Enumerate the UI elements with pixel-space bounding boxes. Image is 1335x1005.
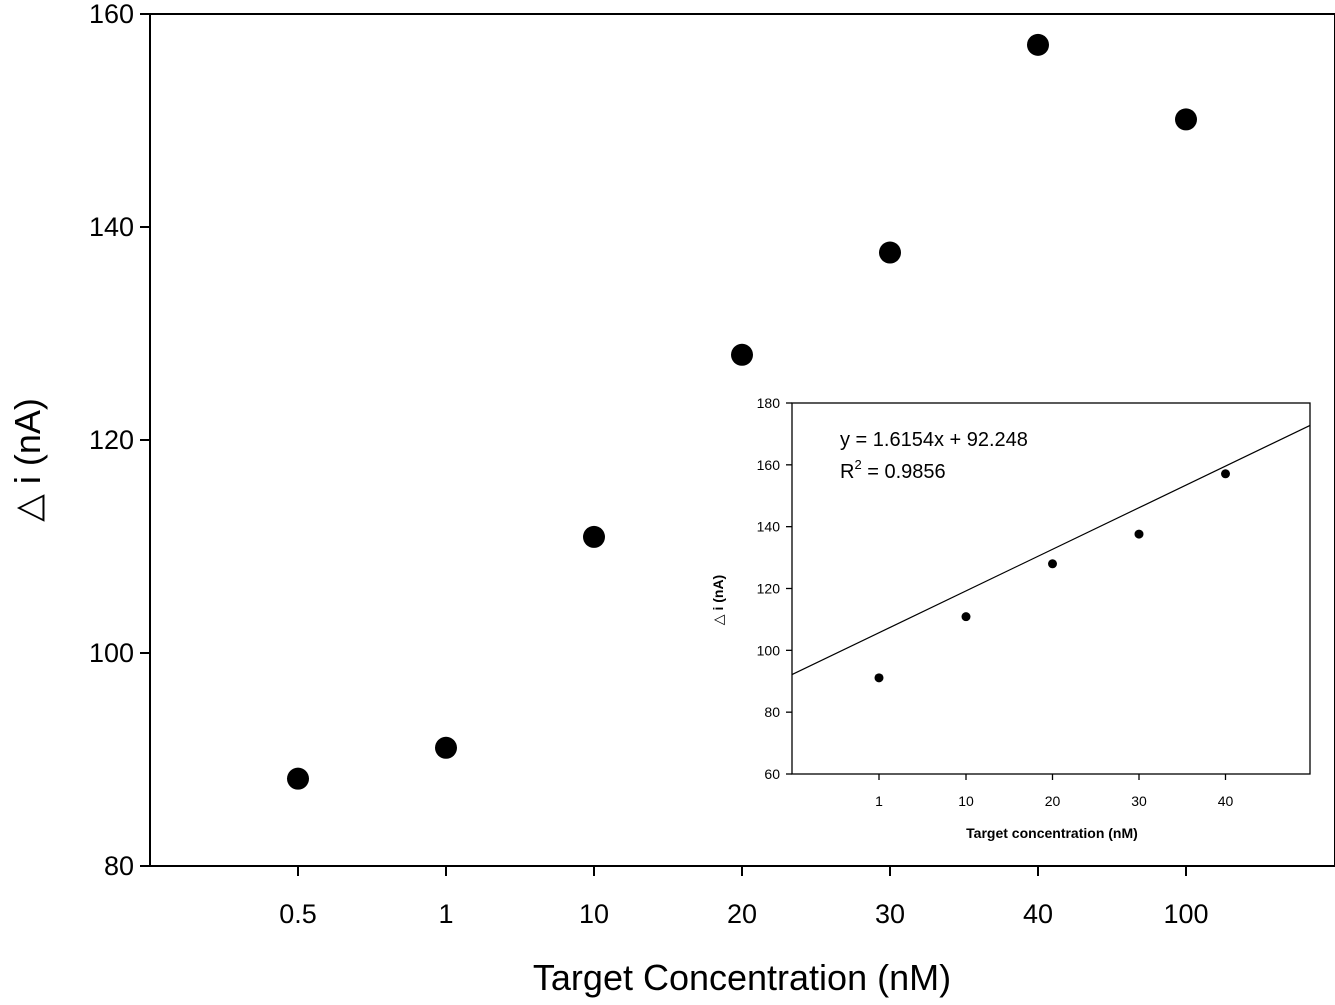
inset-x-axis-label: Target concentration (nM) xyxy=(966,825,1138,841)
inset-fit-line xyxy=(791,424,1311,676)
inset-y-tick-label: 160 xyxy=(757,457,781,473)
main-x-tick-label: 1 xyxy=(438,899,453,929)
inset-data-point xyxy=(874,673,884,683)
inset-r2-prefix: R xyxy=(840,461,854,483)
main-x-tick-label: 30 xyxy=(875,899,905,929)
main-data-point xyxy=(435,736,457,759)
main-x-axis: 0.5 1 10 20 30 40 100 xyxy=(279,866,1209,929)
inset-r2-exponent: 2 xyxy=(854,457,861,472)
main-x-tick-label: 100 xyxy=(1163,899,1208,929)
main-x-tick-label: 0.5 xyxy=(279,899,317,929)
main-data-point xyxy=(1175,108,1197,131)
inset-y-tick-label: 100 xyxy=(757,642,781,658)
main-data-point xyxy=(583,525,605,548)
main-y-tick-label: 80 xyxy=(104,851,134,881)
inset-y-tick-label: 140 xyxy=(757,519,781,535)
inset-x-tick-label: 1 xyxy=(875,793,883,809)
main-data-point xyxy=(879,241,901,264)
inset-data-point xyxy=(961,612,971,622)
inset-x-tick-label: 40 xyxy=(1218,793,1234,809)
main-data-point xyxy=(731,343,753,366)
main-x-tick-label: 40 xyxy=(1023,899,1053,929)
inset-y-tick-label: 60 xyxy=(764,766,780,782)
inset-regression-line xyxy=(791,424,1311,676)
main-y-tick-label: 140 xyxy=(89,212,134,242)
main-x-tick-label: 20 xyxy=(727,899,757,929)
inset-data-points xyxy=(874,469,1230,683)
main-y-tick-label: 100 xyxy=(89,638,134,668)
inset-y-axis: 60 80 100 120 140 160 180 xyxy=(757,395,792,782)
inset-x-axis: 1 10 20 30 40 xyxy=(875,774,1233,809)
inset-y-tick-label: 80 xyxy=(764,704,780,720)
inset-equation: y = 1.6154x + 92.248 xyxy=(840,429,1028,451)
inset-y-axis-label: △ i (nA) xyxy=(710,575,726,625)
main-y-tick-label: 120 xyxy=(89,425,134,455)
inset-y-tick-label: 180 xyxy=(757,395,781,411)
main-y-axis-label: △ i (nA) xyxy=(7,398,48,522)
main-data-points xyxy=(287,33,1197,790)
inset-y-tick-label: 120 xyxy=(757,581,781,597)
inset-x-tick-label: 30 xyxy=(1131,793,1147,809)
inset-r2-value: = 0.9856 xyxy=(862,461,946,483)
main-y-tick-label: 160 xyxy=(89,0,134,29)
inset-x-tick-label: 20 xyxy=(1045,793,1061,809)
inset-background xyxy=(792,403,1310,774)
inset-data-point xyxy=(1048,559,1057,569)
inset-data-point xyxy=(1221,469,1230,479)
main-y-axis: 80 100 120 140 160 xyxy=(89,0,150,881)
inset-x-tick-label: 10 xyxy=(958,793,974,809)
inset-r-squared: R2 = 0.9856 xyxy=(840,457,946,483)
inset-data-point xyxy=(1134,529,1144,539)
main-x-tick-label: 10 xyxy=(579,899,609,929)
main-data-point xyxy=(1027,33,1049,56)
main-x-axis-label: Target Concentration (nM) xyxy=(533,957,951,998)
main-data-point xyxy=(287,767,309,790)
